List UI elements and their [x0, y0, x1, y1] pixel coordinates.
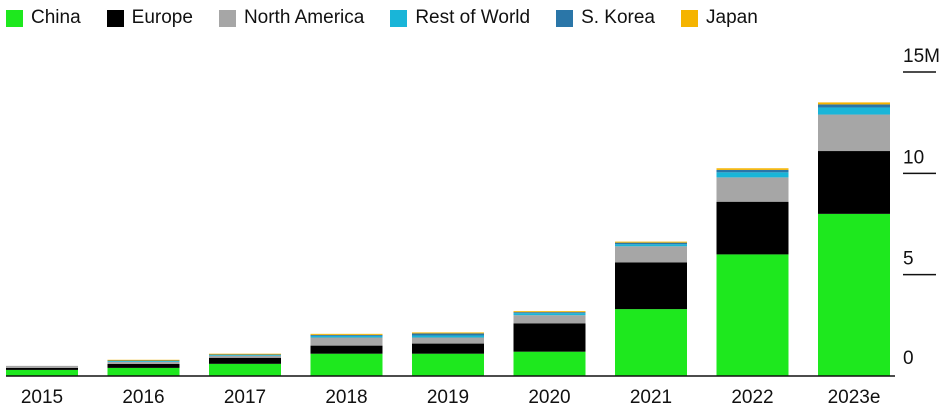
bar-segment-europe-2018 — [310, 345, 383, 354]
legend-item-s-korea: S. Korea — [556, 7, 655, 29]
legend-label: S. Korea — [581, 7, 655, 28]
bar-segment-europe-2015 — [6, 367, 78, 370]
legend-item-north-america: North America — [218, 7, 365, 29]
x-tick-label: 2020 — [528, 387, 570, 408]
x-tick-label: 2021 — [630, 387, 672, 408]
bar-segment-s-korea-2018 — [310, 334, 383, 336]
bar-segment-north-america-2017 — [209, 355, 281, 358]
bar-segment-rest-of-world-2020 — [513, 313, 586, 316]
bar-segment-north-america-2021 — [615, 246, 687, 263]
bar-segment-china-2017 — [209, 363, 281, 376]
bar-segment-rest-of-world-2023e — [818, 107, 890, 115]
legend-swatch — [390, 9, 408, 27]
bar-segment-europe-2016 — [107, 363, 180, 368]
legend-label: Europe — [131, 7, 193, 28]
bar-segment-rest-of-world-2019 — [412, 335, 484, 338]
bar-segment-china-2020 — [513, 351, 586, 376]
bar-segment-north-america-2018 — [310, 337, 383, 346]
bar-segment-china-2016 — [107, 367, 180, 376]
legend-label: China — [31, 7, 81, 28]
y-axis-ticks: 0 5 10 15M — [903, 46, 940, 369]
bar-segment-japan-2018 — [310, 333, 383, 335]
bar-segment-s-korea-2020 — [513, 312, 586, 314]
bar-segment-europe-2021 — [615, 262, 687, 310]
x-tick-label: 2022 — [731, 387, 773, 408]
bar-segment-japan-2023e — [818, 102, 890, 105]
bar-segment-rest-of-world-2018 — [310, 335, 383, 338]
chart-legend: China Europe North America Rest of World S. … — [6, 7, 784, 29]
x-tick-label: 2018 — [325, 387, 367, 408]
bar-segment-europe-2023e — [818, 151, 890, 214]
bar-segment-s-korea-2023e — [818, 104, 890, 108]
bar-segment-s-korea-2017 — [209, 354, 281, 355]
bar-segment-china-2023e — [818, 213, 890, 376]
y-tick-label: 0 — [903, 348, 914, 369]
legend-item-china: China — [6, 7, 81, 29]
bar-segment-japan-2017 — [209, 353, 281, 355]
x-tick-label: 2023e — [828, 387, 881, 408]
bar-segment-rest-of-world-2021 — [615, 244, 687, 247]
bar-segment-north-america-2019 — [412, 337, 484, 344]
bar-segment-europe-2022 — [716, 201, 789, 255]
legend-swatch — [218, 9, 236, 27]
bar-segment-rest-of-world-2017 — [209, 354, 281, 356]
y-tick-label: 10 — [903, 147, 924, 168]
bar-segment-europe-2019 — [412, 343, 484, 354]
legend-label: Japan — [706, 7, 758, 28]
bar-segment-japan-2021 — [615, 241, 687, 243]
bar-segment-japan-2016 — [107, 359, 180, 361]
y-tick-label: 5 — [903, 249, 914, 270]
legend-swatch — [106, 9, 124, 27]
bar-segment-china-2019 — [412, 353, 484, 376]
x-tick-label: 2017 — [224, 387, 266, 408]
bar-segment-s-korea-2022 — [716, 169, 789, 173]
x-tick-label: 2016 — [122, 387, 164, 408]
bar-segment-north-america-2023e — [818, 114, 890, 152]
bar-segment-europe-2020 — [513, 323, 586, 352]
bar-segment-china-2015 — [6, 369, 78, 376]
bar-segment-s-korea-2021 — [615, 242, 687, 245]
bar-segment-china-2021 — [615, 309, 687, 376]
bar-segment-s-korea-2016 — [107, 360, 180, 361]
bar-segment-japan-2019 — [412, 332, 484, 334]
legend-swatch — [681, 9, 698, 27]
x-axis-labels: 2015 2016 2017 2018 2019 2020 2021 2022 2023e — [21, 387, 881, 408]
x-tick-label: 2015 — [21, 387, 63, 408]
legend-label: North America — [243, 7, 365, 28]
bar-segment-north-america-2015 — [6, 365, 78, 368]
bar-segment-north-america-2022 — [716, 177, 789, 202]
bar-segment-s-korea-2019 — [412, 333, 484, 336]
legend-item-europe: Europe — [106, 7, 193, 29]
legend-label: Rest of World — [415, 7, 531, 28]
legend-item-rest-of-world: Rest of World — [390, 7, 530, 29]
bar-segment-north-america-2020 — [513, 315, 586, 324]
legend-swatch — [6, 9, 23, 27]
bar-segment-japan-2020 — [513, 311, 586, 313]
bar-segment-europe-2017 — [209, 357, 281, 364]
bar-stacks — [6, 102, 890, 376]
bar-segment-china-2018 — [310, 353, 383, 376]
bar-segment-japan-2022 — [716, 168, 789, 170]
bar-segment-rest-of-world-2022 — [716, 172, 789, 178]
bar-segment-rest-of-world-2016 — [107, 360, 180, 362]
y-tick-label: 15M — [903, 46, 940, 67]
legend-swatch — [556, 9, 574, 27]
bar-segment-north-america-2016 — [107, 361, 180, 364]
x-tick-label: 2019 — [427, 387, 469, 408]
bar-segment-china-2022 — [716, 254, 789, 376]
legend-item-japan: Japan — [681, 7, 758, 29]
